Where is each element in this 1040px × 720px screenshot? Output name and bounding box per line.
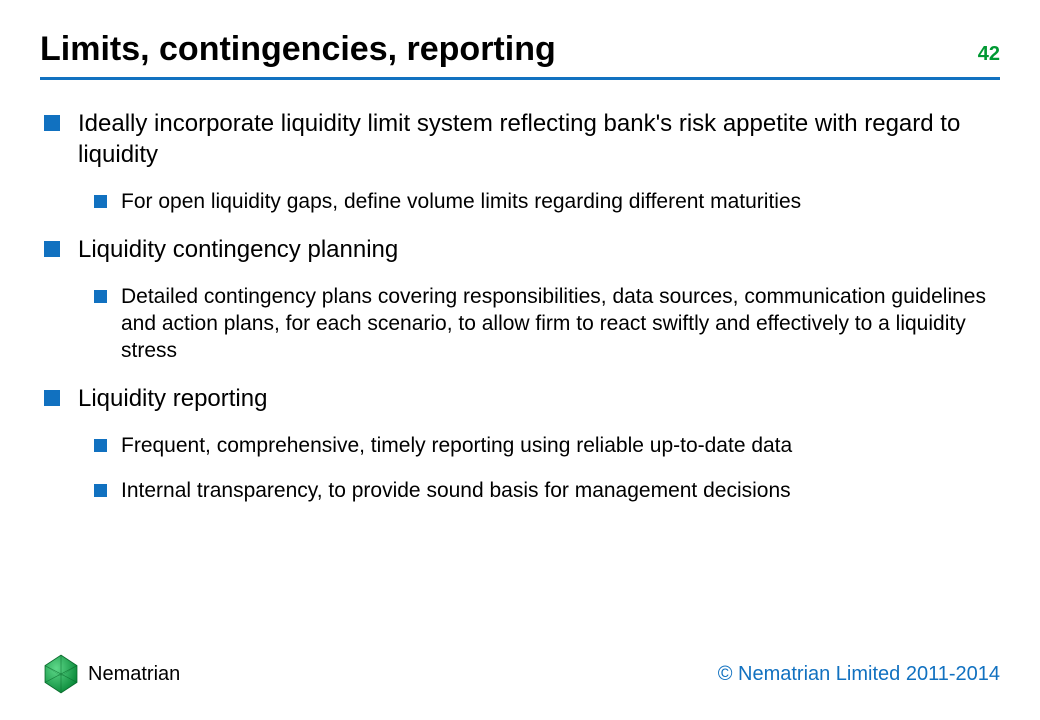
- square-bullet-icon: [94, 439, 107, 452]
- slide-footer: Nematrian © Nematrian Limited 2011-2014: [40, 653, 1000, 695]
- footer-left: Nematrian: [40, 653, 180, 695]
- bullet-text: Internal transparency, to provide sound …: [121, 477, 791, 504]
- square-bullet-icon: [44, 241, 60, 257]
- bullet-level2: Detailed contingency plans covering resp…: [94, 283, 1000, 365]
- bullet-text: Frequent, comprehensive, timely reportin…: [121, 432, 792, 459]
- bullet-text: Liquidity reporting: [78, 383, 267, 414]
- bullet-level1: Liquidity reporting: [44, 383, 1000, 414]
- bullet-text: For open liquidity gaps, define volume l…: [121, 188, 801, 215]
- square-bullet-icon: [94, 195, 107, 208]
- bullet-level2: For open liquidity gaps, define volume l…: [94, 188, 1000, 215]
- square-bullet-icon: [44, 390, 60, 406]
- bullet-text: Detailed contingency plans covering resp…: [121, 283, 1000, 365]
- slide-header: Limits, contingencies, reporting 42: [40, 30, 1000, 80]
- bullet-text: Liquidity contingency planning: [78, 234, 398, 265]
- bullet-text: Ideally incorporate liquidity limit syst…: [78, 108, 1000, 170]
- square-bullet-icon: [94, 484, 107, 497]
- bullet-level1: Ideally incorporate liquidity limit syst…: [44, 108, 1000, 170]
- square-bullet-icon: [94, 290, 107, 303]
- bullet-level2: Frequent, comprehensive, timely reportin…: [94, 432, 1000, 459]
- copyright-text: © Nematrian Limited 2011-2014: [718, 663, 1000, 686]
- bullet-level1: Liquidity contingency planning: [44, 234, 1000, 265]
- brand-name: Nematrian: [88, 663, 180, 686]
- nematrian-logo-icon: [40, 653, 82, 695]
- bullet-level2: Internal transparency, to provide sound …: [94, 477, 1000, 504]
- slide-content: Ideally incorporate liquidity limit syst…: [40, 108, 1000, 505]
- square-bullet-icon: [44, 115, 60, 131]
- slide: Limits, contingencies, reporting 42 Idea…: [0, 0, 1040, 720]
- slide-title: Limits, contingencies, reporting: [40, 30, 556, 69]
- page-number: 42: [978, 43, 1000, 66]
